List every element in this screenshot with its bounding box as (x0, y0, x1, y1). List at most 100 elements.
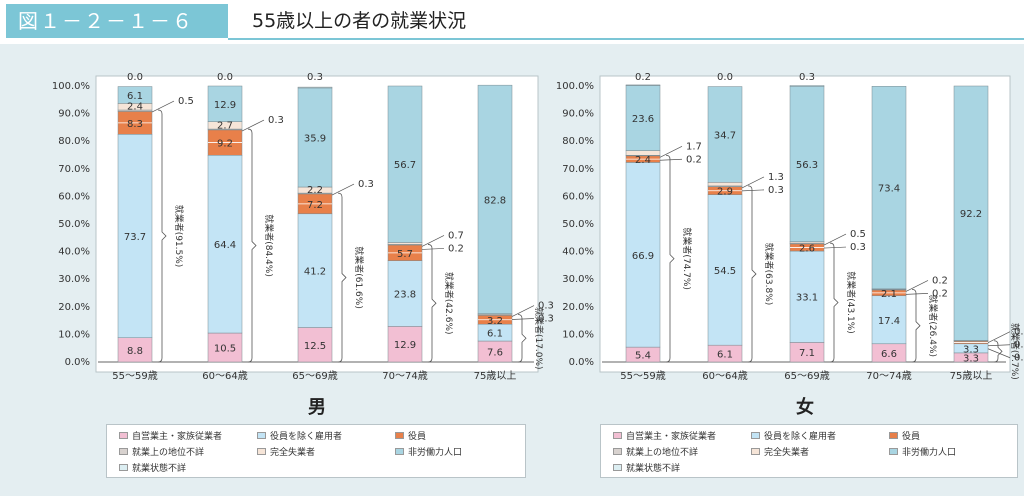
segment-value-label: 56.7 (394, 160, 416, 171)
chart-title: 女 (796, 396, 814, 418)
bar-segment (297, 327, 333, 363)
bar-segment (625, 84, 661, 86)
segment-value-label: 66.9 (632, 251, 654, 262)
legend-swatch (257, 432, 266, 439)
figure-number: 図１－２－１－６ (6, 4, 228, 38)
legend-swatch (119, 464, 128, 471)
y-tick-label: 10.0% (58, 329, 90, 340)
employed-brace (517, 314, 527, 363)
callout-label: 0.1 (1014, 327, 1024, 338)
segment-value-label: 0.3 (799, 72, 815, 83)
title-underline (228, 38, 1024, 40)
segment-value-label: 73.7 (124, 232, 146, 243)
bar-segment (789, 85, 825, 87)
legend-label: 非労働力人口 (902, 448, 957, 458)
segment-value-label: 5.7 (397, 249, 413, 260)
segment-value-label: 54.5 (714, 266, 736, 277)
segment-value-label: 64.4 (214, 240, 236, 251)
callout-label: 0.9 (1014, 353, 1024, 364)
employed-brace (337, 192, 347, 363)
segment-value-label: 2.2 (307, 185, 323, 196)
segment-value-label: 2.4 (127, 102, 143, 113)
callout-leader (511, 305, 535, 317)
segment-value-label: 8.8 (127, 346, 143, 357)
callout-label: 0.3 (768, 185, 784, 196)
callout-leader (331, 183, 355, 196)
y-tick-label: 30.0% (562, 274, 594, 285)
legend-label: 自営業主・家族従業者 (626, 432, 717, 442)
employed-total-label: 就業者(63.8%) (763, 243, 775, 306)
legend-label: 就業上の地位不詳 (132, 448, 205, 458)
employed-brace (665, 154, 675, 363)
legend-item: 役員を除く雇用者 (751, 429, 836, 442)
x-tick-label: 70～74歳 (866, 370, 911, 382)
y-tick-label: 50.0% (562, 219, 594, 230)
bar-segment (297, 86, 333, 89)
legend-swatch (119, 448, 128, 455)
bar-segment (707, 182, 743, 187)
bar-segment (207, 155, 243, 334)
legend-label: 役員 (902, 432, 921, 442)
segment-value-label: 7.1 (799, 348, 815, 359)
callout-leader (421, 248, 445, 250)
y-tick-label: 70.0% (58, 164, 90, 175)
y-tick-label: 80.0% (562, 136, 594, 147)
y-tick-label: 0.0% (569, 357, 594, 368)
segment-value-label: 2.1 (881, 289, 897, 300)
legend-swatch (889, 448, 898, 455)
y-tick-label: 90.0% (58, 109, 90, 120)
legend-item: 完全失業者 (257, 445, 315, 458)
callout-leader (987, 348, 1011, 359)
bar-segment (297, 87, 333, 188)
segment-value-label: 7.2 (307, 200, 323, 211)
segment-value-label: 56.3 (796, 160, 818, 171)
callout-label: 1.3 (768, 172, 784, 183)
employed-brace (993, 340, 1003, 363)
callout-label: 0.2 (1014, 340, 1024, 351)
bar-segment (297, 213, 333, 328)
x-tick-label: 55～59歳 (620, 370, 665, 382)
callout-leader (741, 189, 765, 192)
segment-value-label: 12.9 (214, 100, 236, 111)
legend-label: 就業状態不詳 (626, 464, 681, 474)
legend-label: 完全失業者 (764, 448, 810, 458)
figure-header: 図１－２－１－６ 55歳以上の者の就業状況 (0, 0, 1024, 42)
segment-value-label: 33.1 (796, 293, 818, 304)
callout-leader (659, 145, 683, 158)
callout-label: 0.2 (932, 288, 948, 299)
bar-segment (387, 242, 423, 245)
legend-item: 自営業主・家族従業者 (613, 429, 716, 442)
legend-female: 自営業主・家族従業者 役員を除く雇用者 役員 就業上の地位不詳 完全失業者 非労働力人口就… (600, 424, 1018, 478)
employed-total-label: 就業者(26.4%) (927, 294, 939, 357)
x-tick-label: 70～74歳 (382, 370, 427, 382)
x-tick-label: 55～59歳 (112, 370, 157, 382)
bar-segment (871, 86, 907, 290)
callout-label: 0.5 (178, 96, 194, 107)
bar-segment (207, 332, 243, 363)
segment-value-label: 35.9 (304, 133, 326, 144)
callout-label: 0.3 (538, 301, 554, 312)
employed-brace (829, 242, 839, 363)
legend-item: 就業状態不詳 (119, 461, 186, 474)
legend-swatch (395, 432, 404, 439)
legend-swatch (119, 432, 128, 439)
bar-segment (207, 85, 243, 122)
segment-value-label: 6.1 (127, 91, 143, 102)
x-tick-label: 75歳以上 (474, 370, 517, 382)
callout-leader (151, 100, 175, 113)
segment-value-label: 7.6 (487, 348, 503, 359)
legend-swatch (613, 464, 622, 471)
legend-male: 自営業主・家族従業者 役員を除く雇用者 役員 就業上の地位不詳 完全失業者 非労働力人口就… (106, 424, 526, 478)
y-tick-label: 20.0% (58, 302, 90, 313)
segment-value-label: 2.7 (217, 120, 233, 131)
bar-segment (477, 84, 513, 314)
bar-segment (789, 86, 825, 242)
callout-label: 0.3 (538, 314, 554, 325)
bar-segment (387, 260, 423, 327)
callout-label: 0.5 (850, 229, 866, 240)
segment-value-label: 23.8 (394, 290, 416, 301)
callout-leader (823, 233, 847, 246)
bar-segment (953, 85, 989, 341)
callout-leader (905, 280, 929, 292)
legend-label: 役員 (408, 432, 427, 442)
